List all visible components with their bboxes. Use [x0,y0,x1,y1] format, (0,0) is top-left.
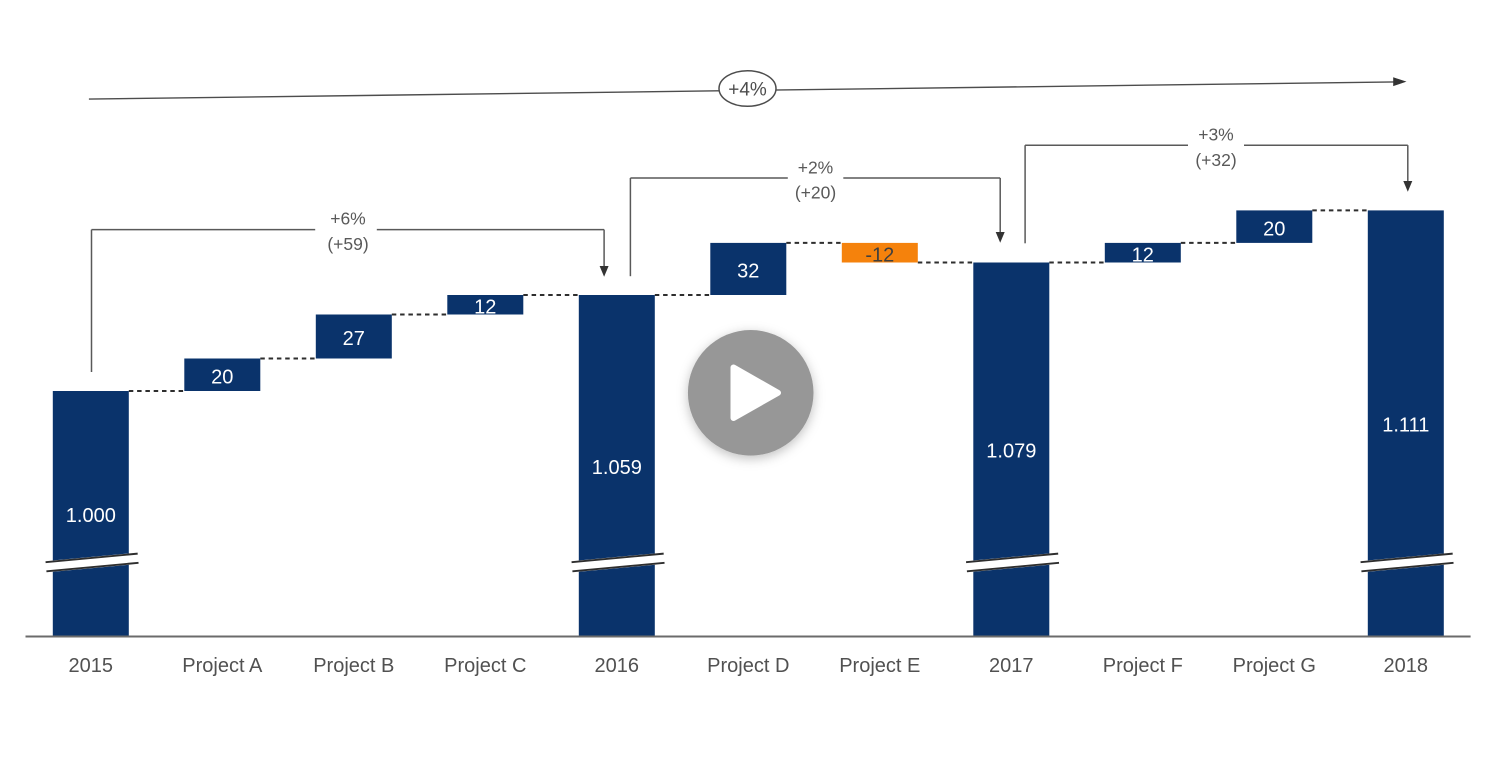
svg-text:+2%: +2% [798,157,834,177]
svg-text:1.111: 1.111 [1382,415,1429,437]
svg-text:Project E: Project E [839,655,920,677]
svg-text:Project B: Project B [313,655,394,677]
svg-text:20: 20 [1263,218,1285,240]
svg-text:27: 27 [343,328,365,350]
svg-text:(+20): (+20) [795,183,836,203]
svg-text:32: 32 [737,261,759,283]
svg-text:2015: 2015 [69,655,114,677]
svg-text:Project A: Project A [182,655,263,677]
svg-text:2018: 2018 [1384,655,1429,677]
svg-text:+6%: +6% [330,208,366,228]
svg-text:20: 20 [211,366,233,388]
svg-text:Project D: Project D [707,655,789,677]
svg-text:1.079: 1.079 [986,441,1036,463]
svg-text:1.059: 1.059 [592,457,642,479]
svg-text:Project G: Project G [1233,655,1316,677]
svg-text:2016: 2016 [595,655,640,677]
svg-text:Project F: Project F [1103,655,1183,677]
svg-text:+3%: +3% [1198,125,1234,145]
svg-text:1.000: 1.000 [66,505,116,527]
svg-text:-12: -12 [865,244,894,266]
svg-text:(+59): (+59) [327,234,368,254]
svg-text:2017: 2017 [989,655,1034,677]
svg-text:+4%: +4% [728,80,767,101]
svg-text:(+32): (+32) [1195,150,1236,170]
svg-text:Project C: Project C [444,655,526,677]
svg-text:12: 12 [1132,244,1154,266]
svg-text:12: 12 [474,296,496,318]
